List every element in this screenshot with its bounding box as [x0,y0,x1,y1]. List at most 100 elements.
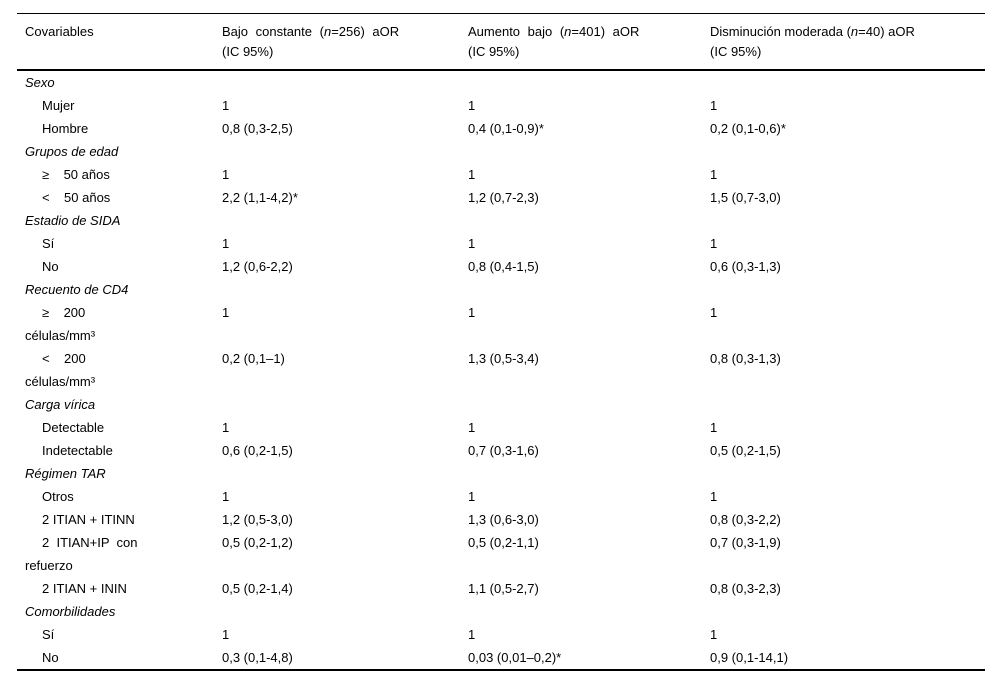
table-row: < 50 años 2,2 (1,1-4,2)* 1,2 (0,7-2,3) 1,5 … [17,186,985,209]
row-label: 2 ITIAN + ITINN [42,512,135,527]
row-section-label: Estadio de SIDA [25,213,121,228]
cell-value: 2,2 (1,1-4,2)* [222,190,298,205]
header-line1: Disminución moderada (n=40) aOR [710,22,985,42]
cell-value: 0,4 (0,1-0,9)* [468,121,544,136]
cell-value: 1 [222,420,230,435]
table-row: Hombre 0,8 (0,3-2,5) 0,4 (0,1-0,9)* 0,2 (0,… [17,117,985,140]
row-label: 2 ITIAN + ININ [42,581,127,596]
row-label: ≥ 50 años [42,167,110,182]
table-row: No 1,2 (0,6-2,2) 0,8 (0,4-1,5) 0,6 (0,3-1,3… [17,255,985,278]
cell-value: 1 [222,305,230,320]
cell-value: 1 [710,98,718,113]
table-row: Otros 1 1 1 [17,485,985,508]
header-line1: Bajo constante (n=256) aOR [222,22,460,42]
table-row: Detectable 1 1 1 [17,416,985,439]
row-label: Mujer [42,98,75,113]
cell-value: 0,8 (0,3-2,5) [222,121,293,136]
section-row: Recuento de CD4 [17,278,985,301]
cell-value: 1 [468,420,476,435]
cell-value: 1 [710,420,718,435]
cell-value: 1 [222,489,230,504]
header-text: =401) aOR [571,24,640,39]
header-text: =256) aOR [331,24,400,39]
row-section-label: Comorbilidades [25,604,116,619]
row-section-label: Régimen TAR [25,466,106,481]
row-label: Sí [42,236,55,251]
header-text: =40) aOR [858,24,915,39]
results-table: Covariables Bajo constante (n=256) aOR (… [17,13,985,671]
section-row: Carga vírica [17,393,985,416]
table-row: Sí 1 1 1 [17,623,985,646]
section-row: Grupos de edad [17,140,985,163]
row-label: No [42,650,59,665]
cell-value: 0,2 (0,1-0,6)* [710,121,786,136]
table-row: 2 ITIAN + ININ 0,5 (0,2-1,4) 1,1 (0,5-2,7)… [17,577,985,600]
cell-value: 1 [710,489,718,504]
cell-value: 1,1 (0,5-2,7) [468,581,539,596]
column-header-disminucion-moderada: Disminución moderada (n=40) aOR (IC 95%) [702,22,985,62]
cell-value: 0,9 (0,1-14,1) [710,650,789,665]
row-label: < 50 años [42,190,111,205]
cell-value: 1,2 (0,5-3,0) [222,512,293,527]
header-line2: (IC 95%) [468,44,520,59]
cell-value: 1,2 (0,6-2,2) [222,259,293,274]
table-row: 2 ITIAN + ITINN 1,2 (0,5-3,0) 1,3 (0,6-3,0… [17,508,985,531]
cell-value: 1 [468,305,476,320]
cell-value: 0,5 (0,2-1,2) [222,535,293,550]
cell-value: 1 [468,236,476,251]
cell-value: 0,7 (0,3-1,9) [710,535,781,550]
cell-value: 0,8 (0,3-2,2) [710,512,781,527]
header-line2: (IC 95%) [222,44,274,59]
table-row: 2 ITIAN+IP con refuerzo 0,5 (0,2-1,2) 0,5 … [17,531,985,577]
cell-value: 1 [710,305,718,320]
cell-value: 0,2 (0,1–1) [222,351,285,366]
cell-value: 1 [710,627,718,642]
cell-value: 0,03 (0,01–0,2)* [468,650,562,665]
section-row: Comorbilidades [17,600,985,623]
cell-value: 0,7 (0,3-1,6) [468,443,539,458]
cell-value: 1 [468,167,476,182]
cell-value: 1 [468,98,476,113]
cell-value: 1,3 (0,5-3,4) [468,351,539,366]
cell-value: 1 [222,98,230,113]
cell-value: 1 [222,236,230,251]
cell-value: 0,5 (0,2-1,1) [468,535,539,550]
header-text: Disminución moderada ( [710,24,851,39]
row-label: Hombre [42,121,89,136]
header-n-italic: n [850,24,859,39]
section-row: Estadio de SIDA [17,209,985,232]
header-label: Covariables [25,24,94,39]
header-text: Bajo constante ( [222,24,324,39]
cell-value: 0,6 (0,2-1,5) [222,443,293,458]
cell-value: 0,8 (0,3-2,3) [710,581,781,596]
row-section-label: Grupos de edad [25,144,119,159]
row-label: Detectable [42,420,105,435]
column-header-covariables: Covariables [17,22,214,62]
header-n-italic: n [564,24,572,39]
cell-value: 1 [222,627,230,642]
cell-value: 0,3 (0,1-4,8) [222,650,293,665]
header-text: Covariables [25,22,214,42]
cell-value: 1 [222,167,230,182]
cell-value: 0,5 (0,2-1,4) [222,581,293,596]
row-label: No [42,259,59,274]
row-label: Sí [42,627,55,642]
row-label: ≥ 200 células/mm³ [25,305,96,343]
row-section-label: Sexo [25,75,55,90]
table-row: ≥ 50 años 1 1 1 [17,163,985,186]
table-row: Sí 1 1 1 [17,232,985,255]
header-text: Aumento bajo ( [468,24,565,39]
cell-value: 1 [710,236,718,251]
cell-value: 0,8 (0,4-1,5) [468,259,539,274]
row-label: 2 ITIAN+IP con refuerzo [25,535,138,573]
header-line2: (IC 95%) [710,44,762,59]
cell-value: 1,3 (0,6-3,0) [468,512,539,527]
cell-value: 1 [468,627,476,642]
cell-value: 0,8 (0,3-1,3) [710,351,781,366]
cell-value: 1 [710,167,718,182]
table-body: Sexo Mujer 1 1 1 Hombre 0,8 (0,3-2,5) 0,4 (0,1-… [17,71,985,669]
row-section-label: Recuento de CD4 [25,282,129,297]
cell-value: 1,5 (0,7-3,0) [710,190,781,205]
cell-value: 1,2 (0,7-2,3) [468,190,539,205]
section-row: Régimen TAR [17,462,985,485]
